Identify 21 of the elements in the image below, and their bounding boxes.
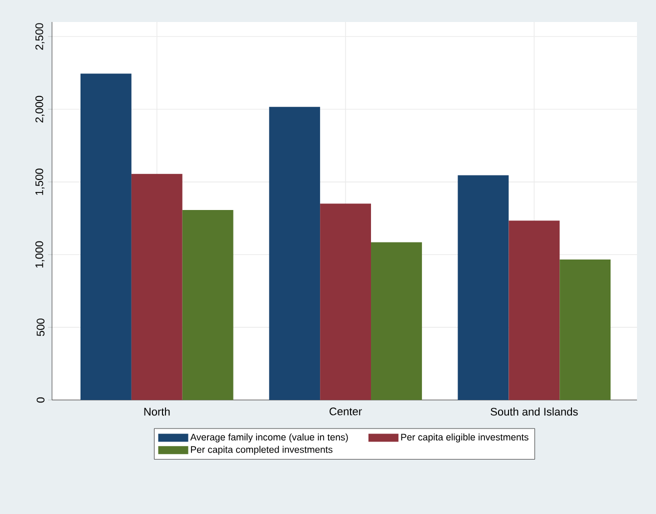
y-tick-label: 2,500 bbox=[35, 23, 44, 50]
legend-label: Per capita eligible investments bbox=[401, 434, 528, 442]
x-tick-label: North bbox=[144, 408, 170, 416]
x-tick-label: South and Islands bbox=[490, 408, 578, 416]
legend-label: Average family income (value in tens) bbox=[190, 434, 348, 442]
y-tick-label: 1,000 bbox=[35, 241, 44, 268]
x-tick-label: Center bbox=[330, 408, 362, 416]
y-tick-label: 500 bbox=[36, 318, 44, 336]
bar bbox=[131, 174, 182, 400]
y-tick-label: 1,500 bbox=[35, 168, 44, 195]
bar bbox=[508, 220, 560, 400]
bar bbox=[560, 260, 611, 400]
bar bbox=[182, 210, 234, 400]
legend-label: Per capita completed investments bbox=[191, 446, 332, 455]
bar bbox=[371, 242, 422, 400]
y-tick-label: 0 bbox=[36, 397, 44, 403]
bar bbox=[458, 175, 509, 400]
bar bbox=[269, 106, 320, 400]
y-tick-label: 2,000 bbox=[35, 96, 44, 122]
bar bbox=[320, 204, 372, 400]
bar bbox=[80, 74, 132, 400]
